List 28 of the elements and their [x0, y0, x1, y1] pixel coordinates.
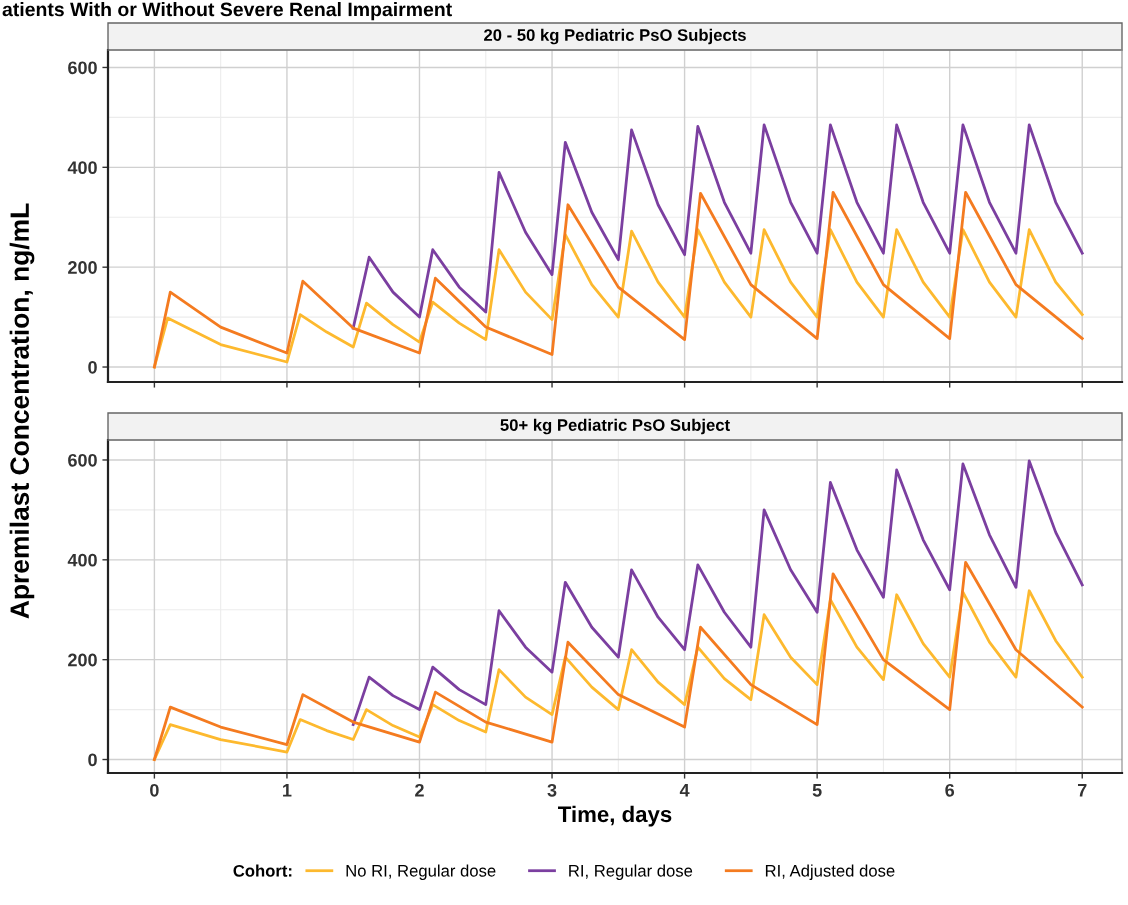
y-tick-label: 0	[88, 360, 97, 374]
x-tick-label: 3	[547, 783, 557, 797]
y-tick-label: 600	[68, 61, 97, 75]
y-tick-label: 400	[67, 553, 97, 567]
legend-title: Cohort:	[233, 864, 292, 877]
x-tick-label: 7	[1077, 784, 1087, 797]
x-tick-label: 4	[679, 784, 690, 797]
y-tick-label: 200	[68, 653, 97, 667]
y-tick-label: 0	[88, 753, 97, 767]
x-tick-label: 2	[415, 783, 424, 797]
x-tick-label: 5	[812, 784, 822, 797]
y-tick-label: 600	[68, 453, 97, 467]
chart-title: 50+ kg Pediatric PsO Subject	[500, 418, 730, 435]
line-series	[153, 190, 1084, 369]
chart-title: 20 - 50 kg Pediatric PsO Subjects	[484, 28, 746, 45]
line-series	[351, 123, 1084, 330]
legend-label: RI, Regular dose	[569, 864, 693, 880]
text: atients With or Without Severe Renal Impairment	[2, 2, 452, 21]
x-axis-title: Time, days	[558, 805, 672, 827]
x-tick-label: 0	[150, 783, 159, 797]
line-series	[351, 459, 1084, 726]
y-tick-label: 400	[67, 161, 97, 175]
x-tick-label: 6	[945, 783, 955, 797]
legend-label: RI, Adjusted dose	[765, 864, 895, 880]
y-axis-title: Apremilast Concentration, ng/mL	[9, 203, 35, 619]
y-tick-label: 200	[68, 261, 97, 274]
legend-label: No RI, Regular dose	[346, 864, 496, 880]
x-tick-label: 1	[283, 784, 292, 797]
